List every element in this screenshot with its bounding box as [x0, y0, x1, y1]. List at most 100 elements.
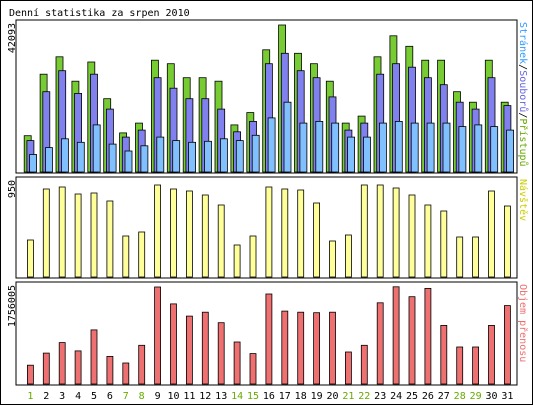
bar-volume-21 [344, 351, 352, 385]
bar-visits-24 [392, 187, 400, 278]
series-Objem přenosu [26, 286, 511, 385]
bar-volume-27 [440, 324, 448, 385]
x-tick-label: 1 [27, 391, 33, 402]
x-tick-label: 3 [59, 391, 65, 402]
bar-volume-24 [392, 286, 400, 385]
x-tick-label: 16 [263, 391, 275, 402]
bar-hits-14 [235, 140, 244, 173]
bar-volume-9 [154, 286, 162, 385]
x-tick-label: 13 [215, 391, 227, 402]
legend-part: Návštěv [517, 179, 529, 221]
x-tick-label: 9 [155, 391, 161, 402]
bar-visits-25 [408, 194, 416, 278]
bar-visits-8 [138, 231, 146, 278]
bar-visits-22 [360, 184, 368, 278]
bar-volume-30 [488, 324, 495, 385]
x-tick-label: 20 [326, 391, 338, 402]
bar-visits-16 [265, 186, 273, 278]
bar-hits-10 [172, 140, 181, 173]
series-legend-label: Stránek/Souborů/Přístupů [517, 22, 529, 167]
bar-hits-22 [363, 136, 371, 173]
x-tick-label: 17 [279, 391, 291, 402]
bar-volume-8 [138, 344, 146, 385]
legend-part: Objem přenosu [517, 284, 529, 362]
bar-hits-30 [490, 126, 499, 173]
bar-visits-9 [154, 184, 162, 278]
bar-hits-27 [442, 122, 451, 173]
bar-visits-2 [42, 188, 50, 278]
x-tick-label: 10 [167, 391, 179, 402]
bar-hits-29 [474, 124, 483, 173]
legend-part: / [517, 112, 528, 118]
bar-hits-4 [76, 141, 85, 173]
bar-visits-28 [456, 236, 464, 278]
x-tick-label: 19 [311, 391, 323, 402]
bar-visits-21 [344, 234, 352, 278]
x-tick-label: 27 [438, 391, 450, 402]
bar-volume-29 [472, 346, 480, 385]
bar-visits-19 [313, 202, 321, 278]
bar-hits-26 [426, 122, 435, 173]
bar-hits-18 [299, 122, 308, 173]
bar-visits-31 [503, 205, 511, 278]
bar-volume-1 [26, 364, 34, 385]
bar-visits-17 [281, 188, 289, 278]
x-tick-label: 15 [247, 391, 259, 402]
series-legend-label: Návštěv [517, 179, 529, 221]
bar-visits-3 [58, 186, 66, 278]
bar-volume-25 [408, 296, 416, 385]
bar-volume-14 [233, 341, 241, 385]
bar-volume-31 [503, 305, 511, 385]
bar-visits-30 [488, 190, 495, 278]
legend-part: Stránek [517, 22, 529, 64]
x-tick-label: 12 [199, 391, 211, 402]
bar-visits-13 [217, 204, 225, 278]
bar-volume-23 [376, 302, 384, 385]
bar-volume-17 [281, 310, 289, 385]
x-tick-label: 4 [75, 391, 81, 402]
bar-hits-24 [394, 121, 403, 173]
bar-hits-17 [283, 101, 292, 173]
x-tick-label: 30 [485, 391, 497, 402]
bar-hits-15 [251, 134, 260, 173]
bar-visits-11 [185, 190, 193, 278]
bar-visits-14 [233, 244, 241, 278]
legend-part: Souborů [517, 70, 529, 112]
bar-hits-28 [458, 126, 467, 173]
x-tick-label: 14 [231, 391, 243, 402]
bar-volume-2 [42, 352, 50, 385]
bar-volume-11 [185, 315, 193, 385]
bar-hits-9 [156, 136, 165, 173]
series-Návštěv [26, 184, 511, 278]
bar-hits-25 [410, 122, 419, 173]
x-tick-label: 6 [107, 391, 113, 402]
bar-visits-18 [297, 189, 305, 278]
bar-hits-8 [140, 145, 149, 173]
bar-visits-10 [170, 188, 177, 278]
bar-hits-5 [92, 124, 101, 173]
x-tick-label: 2 [43, 391, 49, 402]
bar-hits-7 [124, 150, 133, 173]
panel-hits: 42093 Stránek/Souborů/Přístupů [7, 19, 529, 174]
x-tick-label: 22 [358, 391, 370, 402]
bar-visits-29 [472, 236, 480, 278]
x-tick-label: 21 [342, 391, 354, 402]
bar-hits-13 [219, 138, 228, 173]
bar-hits-12 [204, 140, 212, 173]
legend-part: Přístupů [517, 118, 529, 166]
bar-hits-2 [45, 147, 53, 173]
bar-volume-19 [313, 312, 321, 385]
bar-volume-22 [360, 344, 368, 385]
bar-volume-16 [265, 293, 273, 385]
series-legend-label: Objem přenosu [517, 284, 529, 362]
y-max-label: 42093 [7, 23, 18, 53]
bar-visits-15 [249, 235, 257, 278]
bar-volume-3 [58, 342, 66, 385]
bar-volume-13 [217, 322, 225, 385]
bar-volume-12 [201, 311, 209, 385]
bar-visits-5 [90, 192, 98, 278]
bar-volume-18 [297, 311, 305, 385]
bar-visits-7 [122, 235, 130, 278]
x-tick-label: 8 [139, 391, 145, 402]
legend-part: / [517, 64, 528, 70]
